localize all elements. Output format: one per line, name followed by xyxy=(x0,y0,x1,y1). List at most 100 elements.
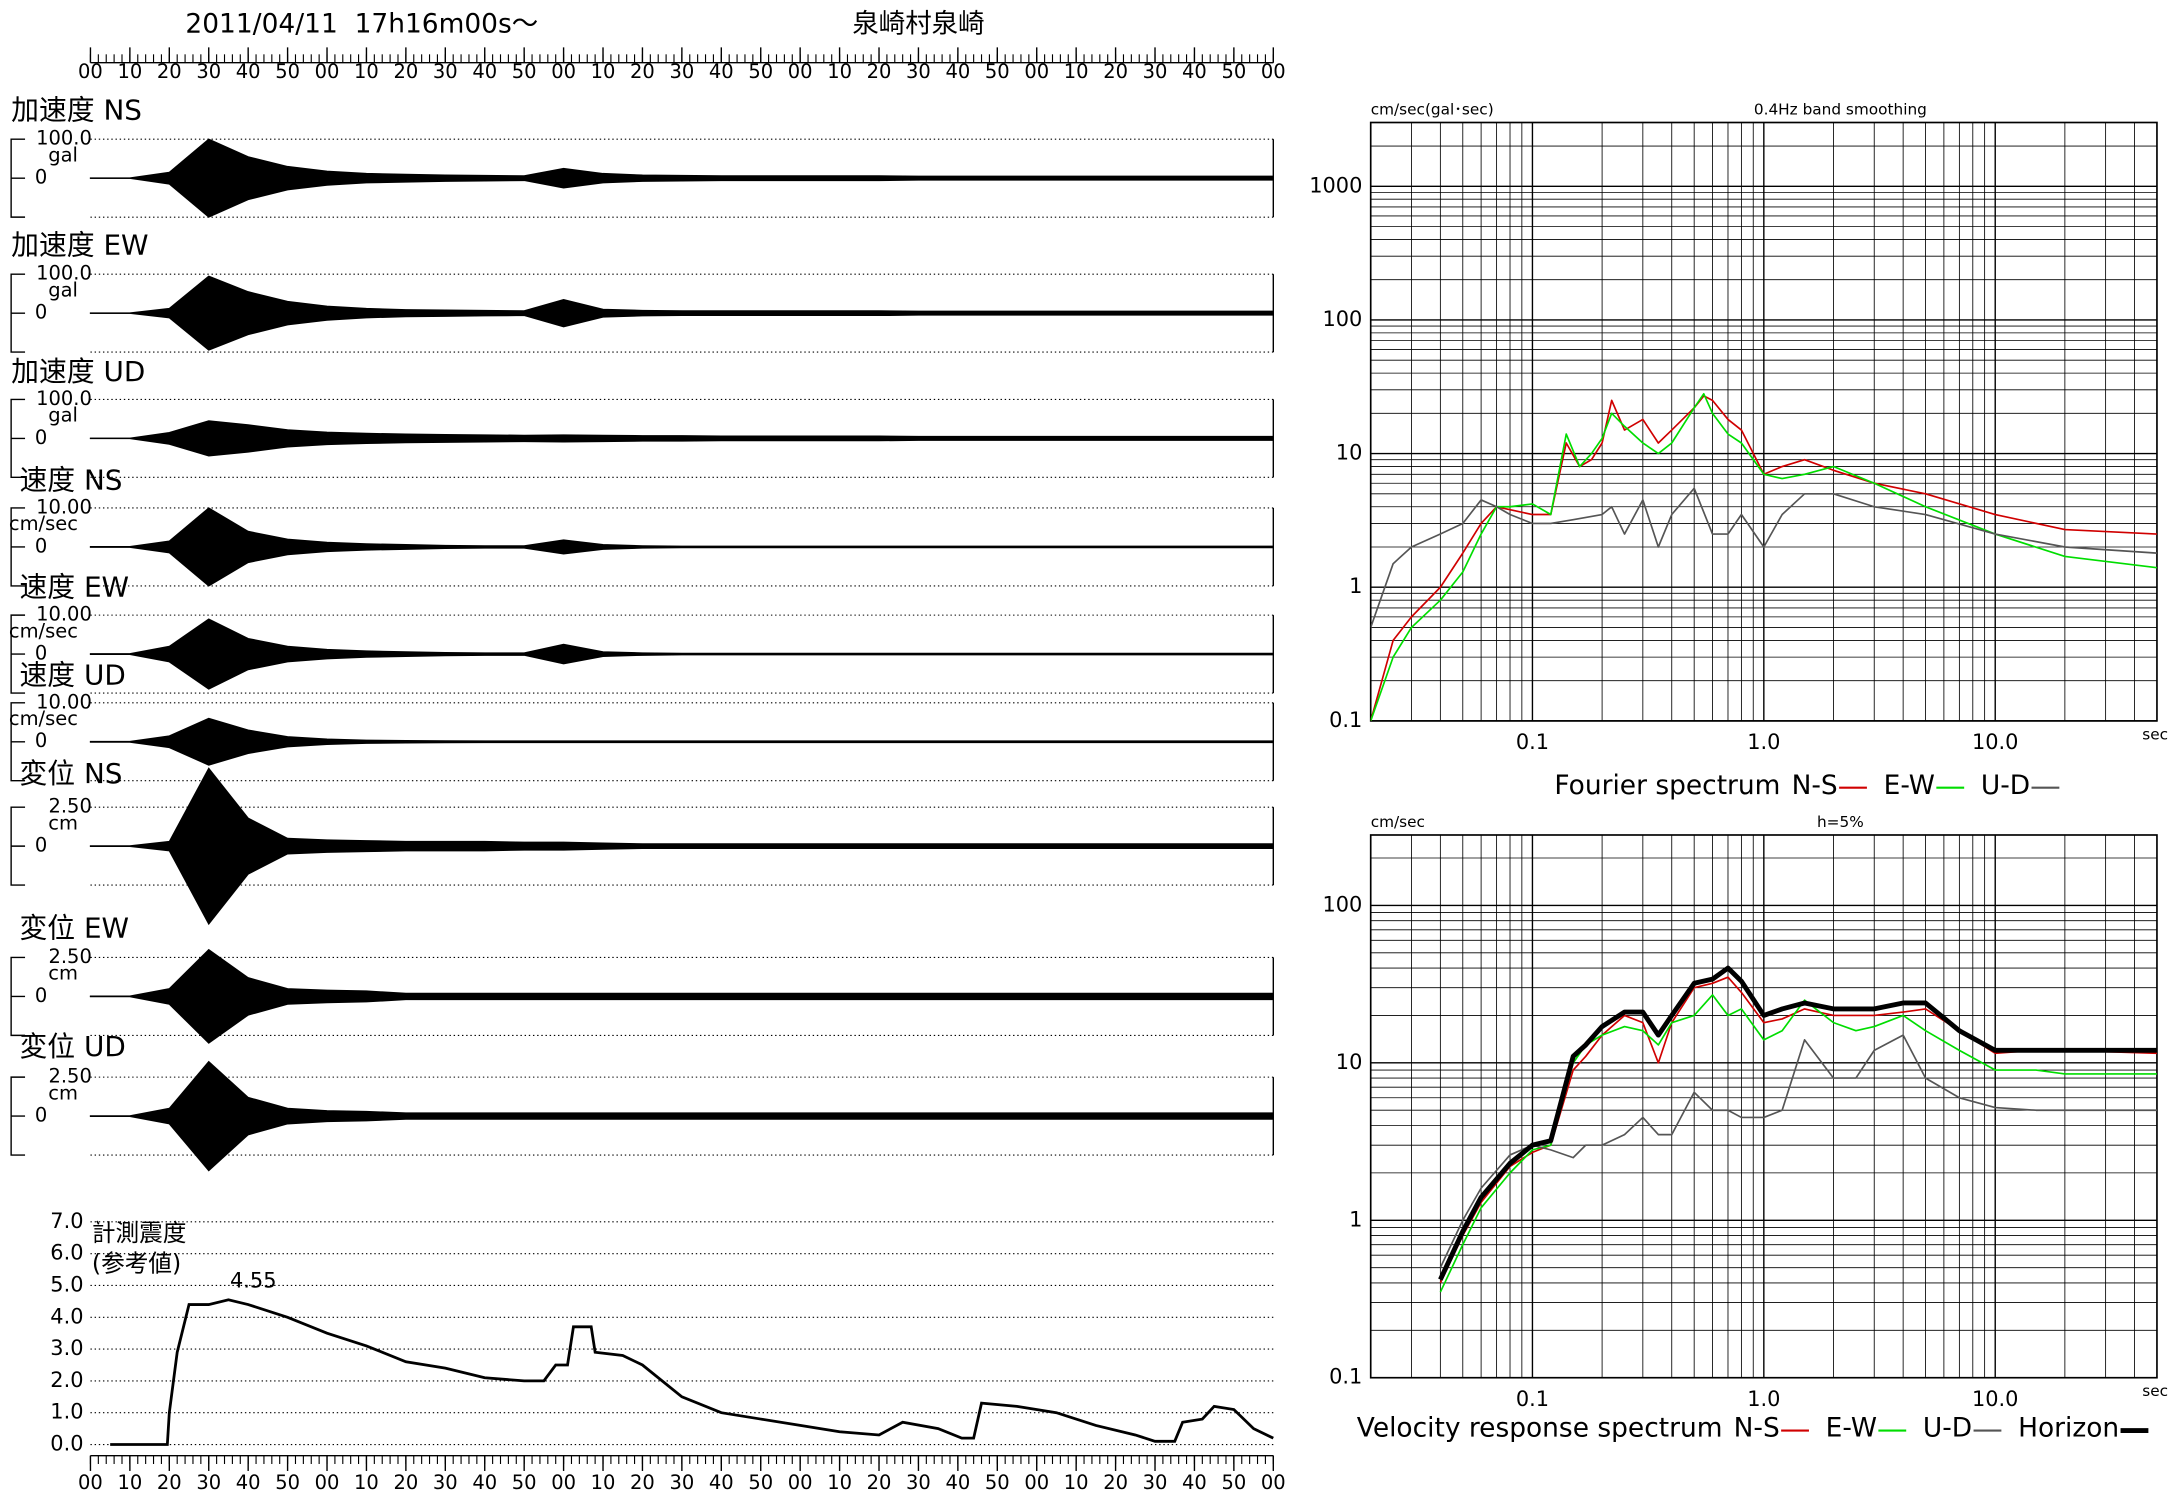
trace-name: 速度 UD xyxy=(19,658,125,691)
x-tick-label: 30 xyxy=(906,1471,931,1494)
y-tick-label: 2.50 xyxy=(48,795,91,818)
plot-area xyxy=(1370,392,2157,721)
plot-area xyxy=(1438,965,2157,1293)
y-tick-label: 1 xyxy=(1349,1207,1362,1231)
x-tick-label: 10 xyxy=(591,60,616,83)
waveform-envelope xyxy=(89,275,1274,314)
x-tick-label: 1.0 xyxy=(1747,1387,1780,1411)
waveform-envelope xyxy=(89,546,1274,587)
y-tick-label: 10.00 xyxy=(36,603,92,626)
x-tick-label: 20 xyxy=(393,60,418,83)
chart-title: 2011/04/11 17h16m00s〜 xyxy=(185,9,538,40)
x-tick-label: 00 xyxy=(788,1471,813,1494)
x-tick-label: 00 xyxy=(1024,60,1049,83)
x-tick-label: 00 xyxy=(1024,1471,1049,1494)
unit-label: gal xyxy=(48,143,78,166)
y-tick-label: 10.00 xyxy=(36,495,92,518)
series-line xyxy=(1438,965,2157,1281)
y-tick-label: 10 xyxy=(1336,1050,1363,1074)
x-tick-label: 40 xyxy=(945,60,970,83)
intensity-title: 計測震度 xyxy=(92,1219,187,1247)
waveform-envelope xyxy=(89,177,1274,218)
x-tick-label: 30 xyxy=(906,60,931,83)
unit-label: gal xyxy=(48,278,78,301)
x-tick-label: 50 xyxy=(275,60,300,83)
trace-bracket xyxy=(10,956,26,1037)
y-tick-label: 6.0 xyxy=(50,1241,83,1265)
x-tick-label: 10.0 xyxy=(1972,730,2018,754)
y-tick-label: 100 xyxy=(1323,892,1363,916)
x-tick-label: 30 xyxy=(1143,60,1168,83)
x-tick-label: 00 xyxy=(78,1471,103,1494)
unit-label: cm xyxy=(48,1081,78,1104)
chart-subtitle: 0.4Hz band smoothing xyxy=(1754,100,1927,118)
x-tick-label: 00 xyxy=(315,1471,340,1494)
x-tick-label: 30 xyxy=(433,1471,458,1494)
x-tick-label: 10 xyxy=(354,1471,379,1494)
waveform-envelope xyxy=(89,995,1274,1044)
unit-label: cm xyxy=(48,962,78,985)
plot-frame xyxy=(1369,834,2158,1379)
x-tick-label: 00 xyxy=(1261,1471,1286,1494)
x-tick-label: 20 xyxy=(867,1471,892,1494)
x-tick-label: 00 xyxy=(1261,60,1286,83)
y-tick-label: 0 xyxy=(35,984,47,1007)
y-tick-label: 7.0 xyxy=(50,1209,83,1233)
legend-label: N-S xyxy=(1734,1413,1780,1444)
x-tick-label: 10 xyxy=(354,60,379,83)
y-tick-label: 0.0 xyxy=(50,1432,83,1456)
x-tick-label: 50 xyxy=(512,1471,537,1494)
y-tick-label: 2.50 xyxy=(48,1065,91,1088)
y-axis-label: cm/sec xyxy=(1371,813,1425,831)
y-tick-label: 0.1 xyxy=(1329,1365,1362,1389)
x-tick-label: 30 xyxy=(196,1471,221,1494)
x-tick-label: 1.0 xyxy=(1747,730,1780,754)
x-tick-label: 40 xyxy=(1182,60,1207,83)
x-tick-label: 40 xyxy=(945,1471,970,1494)
y-tick-label: 0 xyxy=(35,1104,47,1127)
waveform-envelope xyxy=(89,618,1274,655)
x-tick-label: 40 xyxy=(1182,1471,1207,1494)
legend-label: N-S xyxy=(1792,770,1838,801)
trace-bracket xyxy=(10,614,26,694)
plot-frame xyxy=(1369,121,2158,722)
x-axis-label: sec xyxy=(2142,1382,2168,1400)
waveform-envelope xyxy=(89,420,1274,439)
y-tick-label: 0 xyxy=(35,426,47,449)
y-axis-label: cm/sec(gal･sec) xyxy=(1371,100,1494,118)
trace-name: 速度 NS xyxy=(19,464,122,497)
trace-bracket xyxy=(10,702,26,782)
x-tick-label: 20 xyxy=(630,1471,655,1494)
unit-label: cm xyxy=(48,811,78,834)
y-tick-label: 0 xyxy=(35,534,47,557)
y-tick-label: 0 xyxy=(35,834,47,857)
x-tick-label: 10 xyxy=(1064,60,1089,83)
y-tick-label: 1.0 xyxy=(50,1400,83,1424)
unit-label: cm/sec xyxy=(9,707,78,730)
x-tick-label: 50 xyxy=(512,60,537,83)
waveform-envelope xyxy=(89,948,1274,997)
x-tick-label: 10 xyxy=(591,1471,616,1494)
trace-bracket xyxy=(10,1076,26,1156)
y-tick-label: 2.0 xyxy=(50,1368,83,1392)
series-line xyxy=(1370,395,2157,721)
y-tick-label: 4.0 xyxy=(50,1304,83,1328)
series-line xyxy=(1370,487,2157,628)
y-tick-label: 0 xyxy=(35,166,47,189)
legend-title: Fourier spectrum xyxy=(1554,770,1780,801)
chart-subtitle: h=5% xyxy=(1817,813,1864,831)
trace-name: 変位 EW xyxy=(19,912,129,945)
trace-name: 速度 EW xyxy=(19,571,129,604)
waveform-envelope xyxy=(89,312,1274,351)
y-tick-label: 10 xyxy=(1336,441,1363,465)
y-tick-label: 1 xyxy=(1349,574,1362,598)
peak-annotation: 4.55 xyxy=(230,1269,276,1293)
trace-bracket xyxy=(10,507,26,587)
trace-name: 変位 UD xyxy=(19,1030,125,1063)
x-tick-label: 10 xyxy=(827,60,852,83)
x-tick-label: 40 xyxy=(472,60,497,83)
y-tick-label: 0.1 xyxy=(1329,708,1362,732)
x-tick-label: 50 xyxy=(275,1471,300,1494)
series-line xyxy=(1439,1034,2157,1269)
